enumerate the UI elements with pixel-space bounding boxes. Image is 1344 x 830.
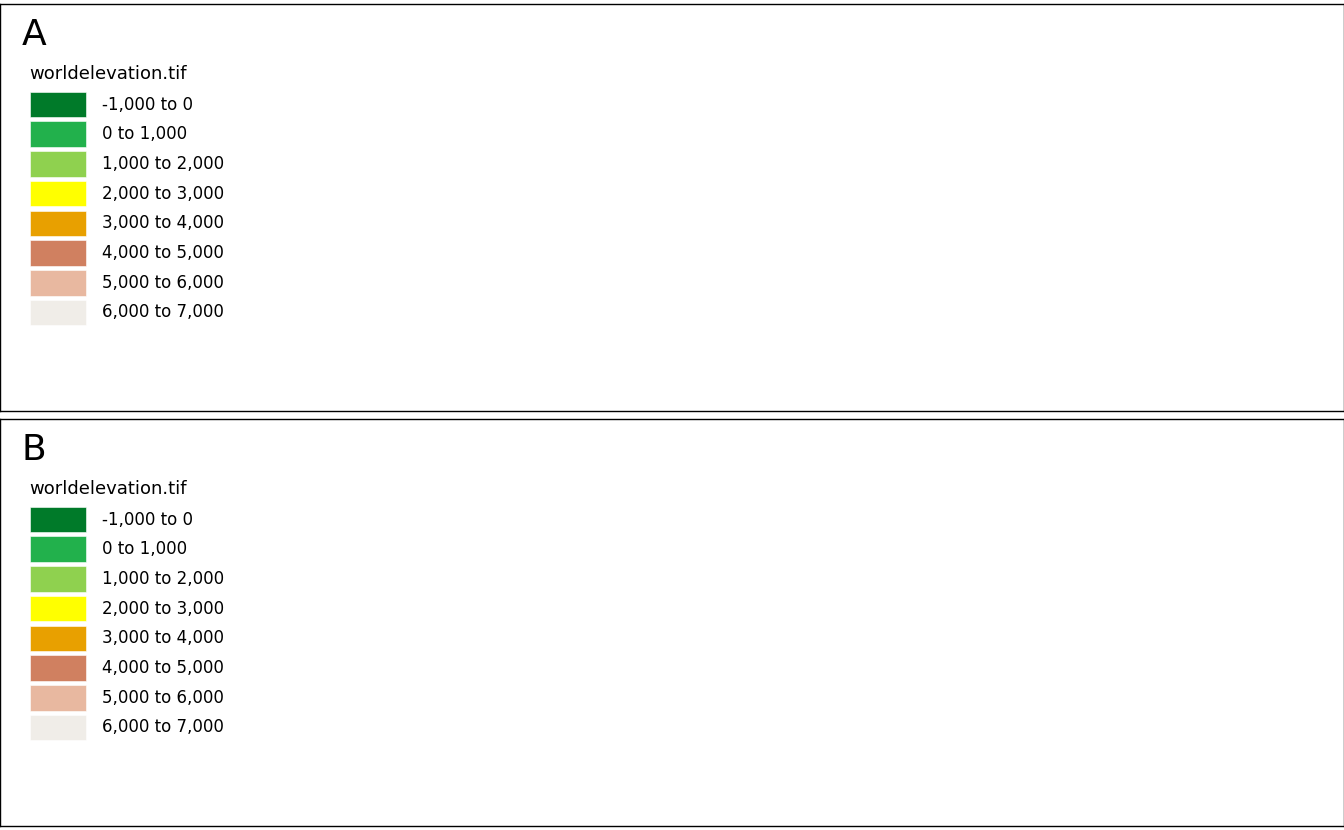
Text: 5,000 to 6,000: 5,000 to 6,000 <box>102 689 224 706</box>
Text: 2,000 to 3,000: 2,000 to 3,000 <box>102 599 224 618</box>
Bar <box>30 536 86 562</box>
Bar <box>30 151 86 177</box>
Bar <box>30 211 86 237</box>
Bar <box>30 181 86 207</box>
Text: 0 to 1,000: 0 to 1,000 <box>102 125 187 144</box>
Bar <box>30 507 86 532</box>
Text: -1,000 to 0: -1,000 to 0 <box>102 510 194 529</box>
Bar <box>30 715 86 740</box>
Bar <box>30 121 86 147</box>
Bar <box>30 655 86 681</box>
Text: 1,000 to 2,000: 1,000 to 2,000 <box>102 155 224 173</box>
Text: worldelevation.tif: worldelevation.tif <box>30 66 187 83</box>
Bar <box>30 92 86 117</box>
Bar <box>30 596 86 622</box>
Text: 0 to 1,000: 0 to 1,000 <box>102 540 187 559</box>
Text: -1,000 to 0: -1,000 to 0 <box>102 95 194 114</box>
Text: 3,000 to 4,000: 3,000 to 4,000 <box>102 214 224 232</box>
Text: 2,000 to 3,000: 2,000 to 3,000 <box>102 184 224 203</box>
Text: 4,000 to 5,000: 4,000 to 5,000 <box>102 659 224 677</box>
Bar <box>30 240 86 266</box>
Bar <box>30 626 86 652</box>
Text: worldelevation.tif: worldelevation.tif <box>30 480 187 498</box>
Text: 6,000 to 7,000: 6,000 to 7,000 <box>102 304 224 321</box>
Text: 3,000 to 4,000: 3,000 to 4,000 <box>102 629 224 647</box>
Text: 5,000 to 6,000: 5,000 to 6,000 <box>102 274 224 291</box>
Bar <box>30 566 86 592</box>
Text: B: B <box>22 433 46 467</box>
Bar <box>30 685 86 710</box>
Text: A: A <box>22 18 46 52</box>
Text: 1,000 to 2,000: 1,000 to 2,000 <box>102 570 224 588</box>
Bar <box>30 300 86 325</box>
Bar <box>30 270 86 295</box>
Text: 6,000 to 7,000: 6,000 to 7,000 <box>102 719 224 736</box>
Text: 4,000 to 5,000: 4,000 to 5,000 <box>102 244 224 262</box>
